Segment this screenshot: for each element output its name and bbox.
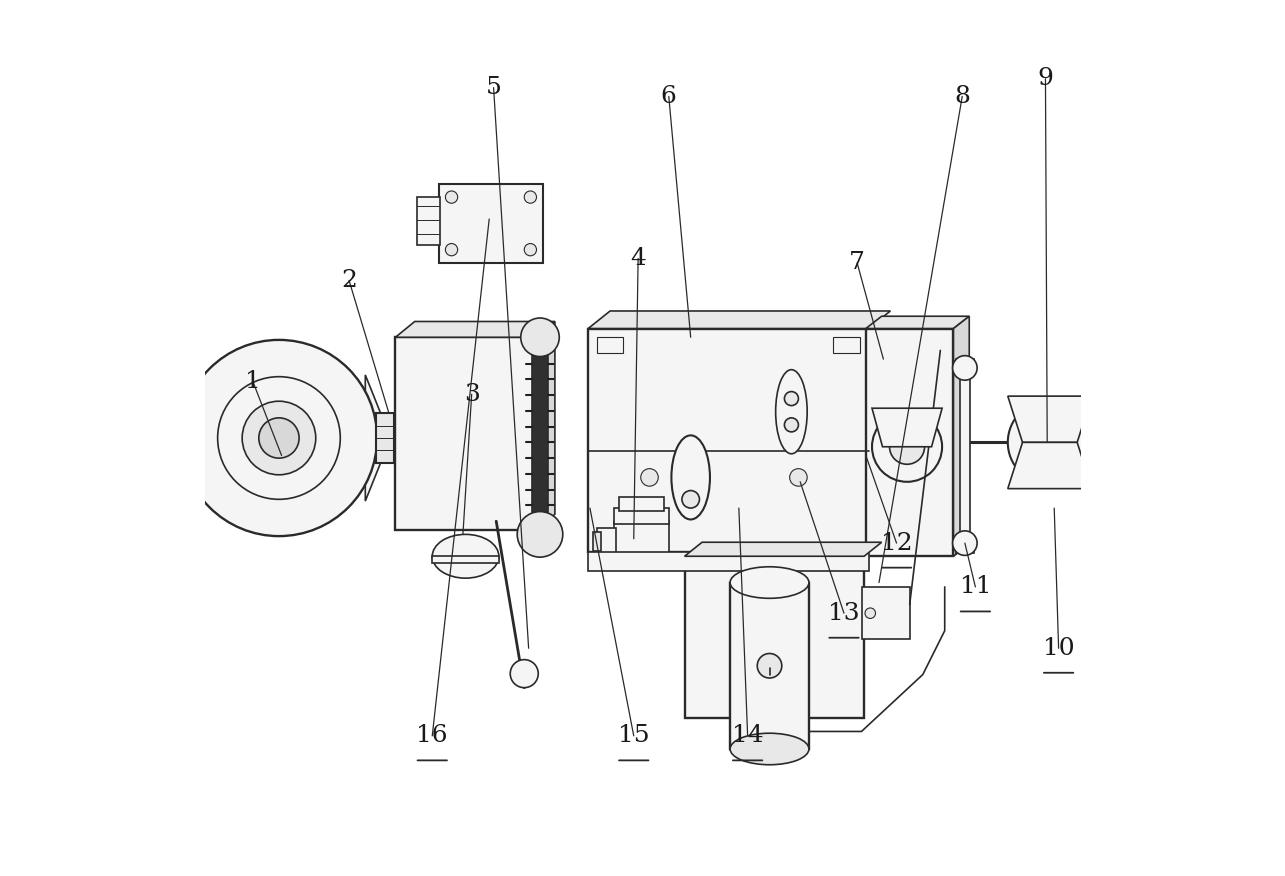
Polygon shape bbox=[953, 316, 969, 556]
Ellipse shape bbox=[776, 370, 807, 454]
Ellipse shape bbox=[671, 435, 709, 519]
Text: 9: 9 bbox=[1037, 67, 1054, 90]
Circle shape bbox=[217, 377, 341, 499]
Bar bbox=[956, 359, 974, 373]
Circle shape bbox=[784, 418, 798, 432]
Circle shape bbox=[258, 418, 299, 458]
Polygon shape bbox=[1007, 396, 1092, 442]
Bar bbox=[439, 184, 542, 263]
Circle shape bbox=[524, 244, 537, 256]
Circle shape bbox=[873, 412, 942, 482]
Circle shape bbox=[520, 318, 559, 357]
Circle shape bbox=[889, 429, 925, 464]
Circle shape bbox=[510, 660, 538, 688]
Bar bbox=[598, 337, 623, 353]
Circle shape bbox=[446, 191, 457, 203]
Bar bbox=[956, 539, 974, 553]
Bar bbox=[532, 337, 547, 534]
Circle shape bbox=[1032, 425, 1068, 460]
Bar bbox=[619, 497, 664, 511]
Text: 11: 11 bbox=[960, 576, 991, 598]
Circle shape bbox=[518, 512, 563, 557]
Bar bbox=[685, 556, 864, 718]
Polygon shape bbox=[873, 408, 942, 447]
Text: 7: 7 bbox=[849, 251, 865, 274]
Text: 16: 16 bbox=[416, 724, 448, 747]
Circle shape bbox=[865, 608, 875, 618]
Bar bbox=[614, 508, 668, 524]
Circle shape bbox=[242, 401, 316, 475]
Polygon shape bbox=[589, 311, 891, 328]
Bar bbox=[960, 359, 970, 552]
Bar bbox=[396, 337, 536, 530]
Circle shape bbox=[790, 469, 807, 486]
Bar bbox=[589, 328, 869, 552]
Circle shape bbox=[524, 191, 537, 203]
Polygon shape bbox=[1007, 442, 1092, 489]
Circle shape bbox=[952, 531, 977, 555]
Text: 12: 12 bbox=[880, 532, 912, 555]
Text: 8: 8 bbox=[955, 85, 970, 108]
Bar bbox=[432, 556, 499, 563]
Text: 1: 1 bbox=[245, 370, 261, 392]
Polygon shape bbox=[866, 316, 969, 328]
Circle shape bbox=[757, 653, 781, 678]
Bar bbox=[592, 532, 601, 551]
Text: 4: 4 bbox=[630, 247, 646, 270]
Circle shape bbox=[446, 244, 457, 256]
Circle shape bbox=[682, 491, 699, 508]
Text: 5: 5 bbox=[486, 76, 501, 99]
Circle shape bbox=[181, 340, 377, 536]
Text: 3: 3 bbox=[464, 383, 479, 406]
Text: 13: 13 bbox=[828, 602, 860, 625]
Polygon shape bbox=[344, 375, 382, 501]
Text: 2: 2 bbox=[341, 269, 357, 292]
Ellipse shape bbox=[730, 733, 810, 765]
Circle shape bbox=[952, 356, 977, 380]
Bar bbox=[598, 528, 617, 553]
Ellipse shape bbox=[730, 567, 810, 598]
Bar bbox=[589, 552, 869, 571]
Text: 6: 6 bbox=[660, 85, 677, 108]
Polygon shape bbox=[536, 321, 555, 530]
Text: 10: 10 bbox=[1043, 637, 1074, 660]
Circle shape bbox=[1007, 400, 1092, 484]
Polygon shape bbox=[685, 542, 882, 556]
Bar bbox=[861, 587, 910, 639]
Circle shape bbox=[784, 392, 798, 406]
Bar bbox=[377, 413, 393, 463]
Polygon shape bbox=[396, 321, 555, 337]
Bar bbox=[866, 328, 953, 556]
Bar bbox=[614, 521, 668, 563]
Bar bbox=[418, 197, 441, 245]
Text: 14: 14 bbox=[732, 724, 763, 747]
Bar bbox=[730, 583, 810, 749]
Ellipse shape bbox=[432, 534, 499, 578]
Text: 15: 15 bbox=[618, 724, 649, 747]
Circle shape bbox=[641, 469, 658, 486]
Bar bbox=[834, 337, 860, 353]
